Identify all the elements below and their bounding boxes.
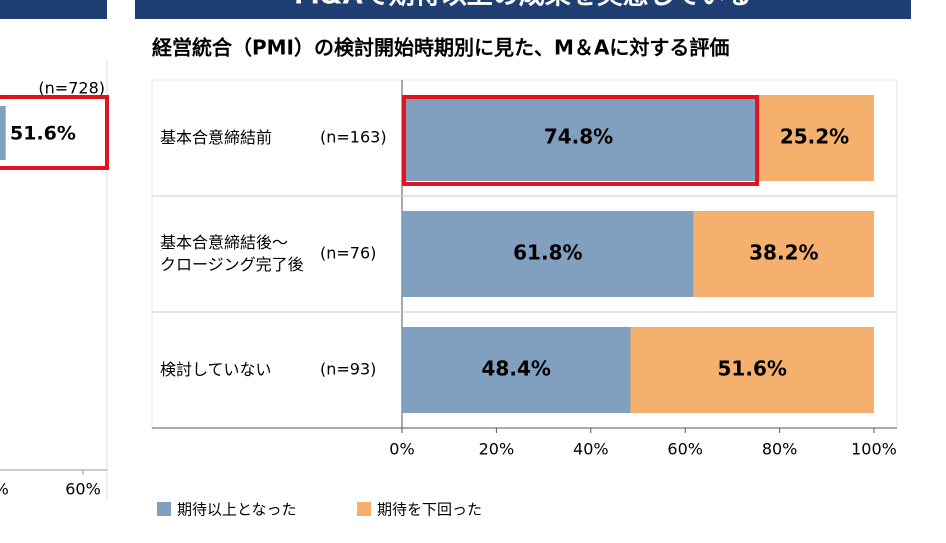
value-label: 74.8% [544,125,613,149]
category-label: 基本合意締結後～ クロージング完了後 [160,233,304,274]
n-label: (n=76) [320,244,376,263]
legend-label: 期待以上となった [177,501,297,519]
category-label-line: 検討していない [160,360,272,379]
n-label: (n=728) [38,79,105,98]
highlight-box [402,95,760,186]
bar-segment [402,211,694,297]
category-label-line: 基本合意締結後～ [160,233,288,252]
x-tick-label: 60% [65,480,101,499]
bar-segment [402,327,631,413]
bar-segment [755,95,874,181]
x-tick-label: 80% [762,440,798,459]
value-label: 38.2% [749,241,818,265]
n-label: (n=163) [320,128,387,147]
left-header-bar [0,0,107,19]
value-label: 51.6% [718,357,787,381]
x-tick-label: 60% [667,440,703,459]
x-tick-label: 40% [573,440,609,459]
legend-label: 期待を下回った [377,501,482,519]
header-bar [135,0,911,19]
n-label: (n=93) [320,360,376,379]
category-label: 基本合意締結前 [160,128,272,147]
chart-title: 経営統合（PMI）の検討開始時期別に見た、M＆Aに対する評価 [152,36,729,60]
bar-segment [630,327,874,413]
bar-segment [693,211,874,297]
value-label: 61.8% [513,241,582,265]
bar [0,106,6,160]
value-label: 25.2% [780,125,849,149]
legend-swatch [357,502,371,516]
header: M&Aで期待以上の成果を実感している [294,0,752,11]
bar-segment [402,95,756,181]
value-label: 48.4% [482,357,551,381]
category-label: 検討していない [160,360,272,379]
category-label-line: クロージング完了後 [160,255,304,274]
x-tick-label: 100% [851,440,897,459]
x-tick-label: 20% [479,440,515,459]
legend-swatch [157,502,171,516]
x-tick-label: 0% [389,440,414,459]
x-tick-label: 50% [0,480,9,499]
highlight-box [0,95,109,170]
value-label: 51.6% [10,123,76,145]
category-label-line: 基本合意締結前 [160,128,272,147]
